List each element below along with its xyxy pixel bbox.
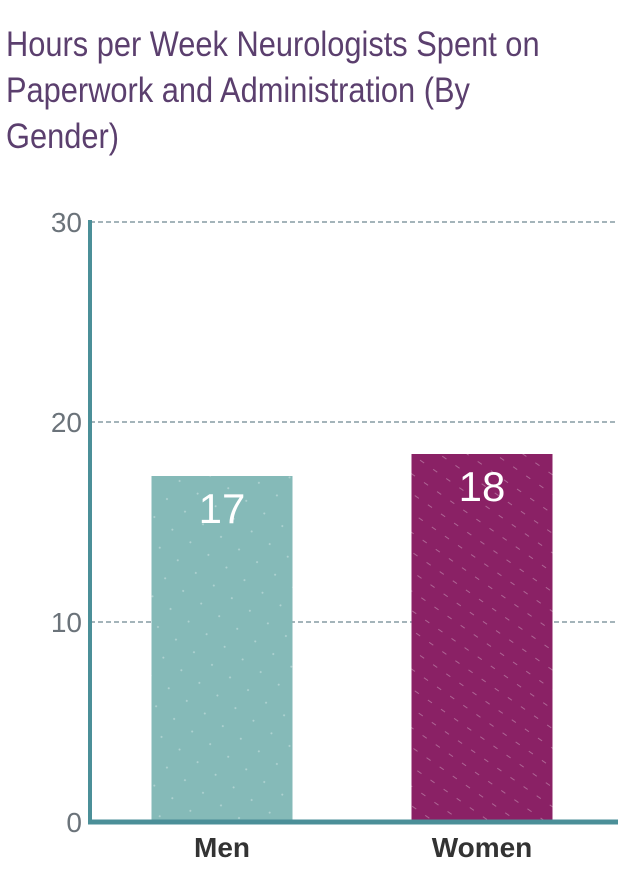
x-tick-label-women: Women — [432, 832, 533, 863]
chart-title: Hours per Week Neurologists Spent on Pap… — [6, 25, 540, 156]
y-tick-label-30: 30 — [51, 207, 82, 238]
axes — [88, 220, 618, 825]
data-label-men: 17 — [199, 485, 246, 532]
bars — [151, 454, 553, 822]
labels: 0 10 20 30 17 Men 18 Women — [51, 207, 532, 863]
x-tick-label-men: Men — [194, 832, 250, 863]
bar-texture-women — [411, 454, 553, 822]
data-label-women: 18 — [459, 463, 506, 510]
y-tick-label-0: 0 — [66, 807, 82, 838]
bar-texture-men — [151, 476, 293, 822]
y-tick-label-10: 10 — [51, 607, 82, 638]
y-tick-label-20: 20 — [51, 407, 82, 438]
